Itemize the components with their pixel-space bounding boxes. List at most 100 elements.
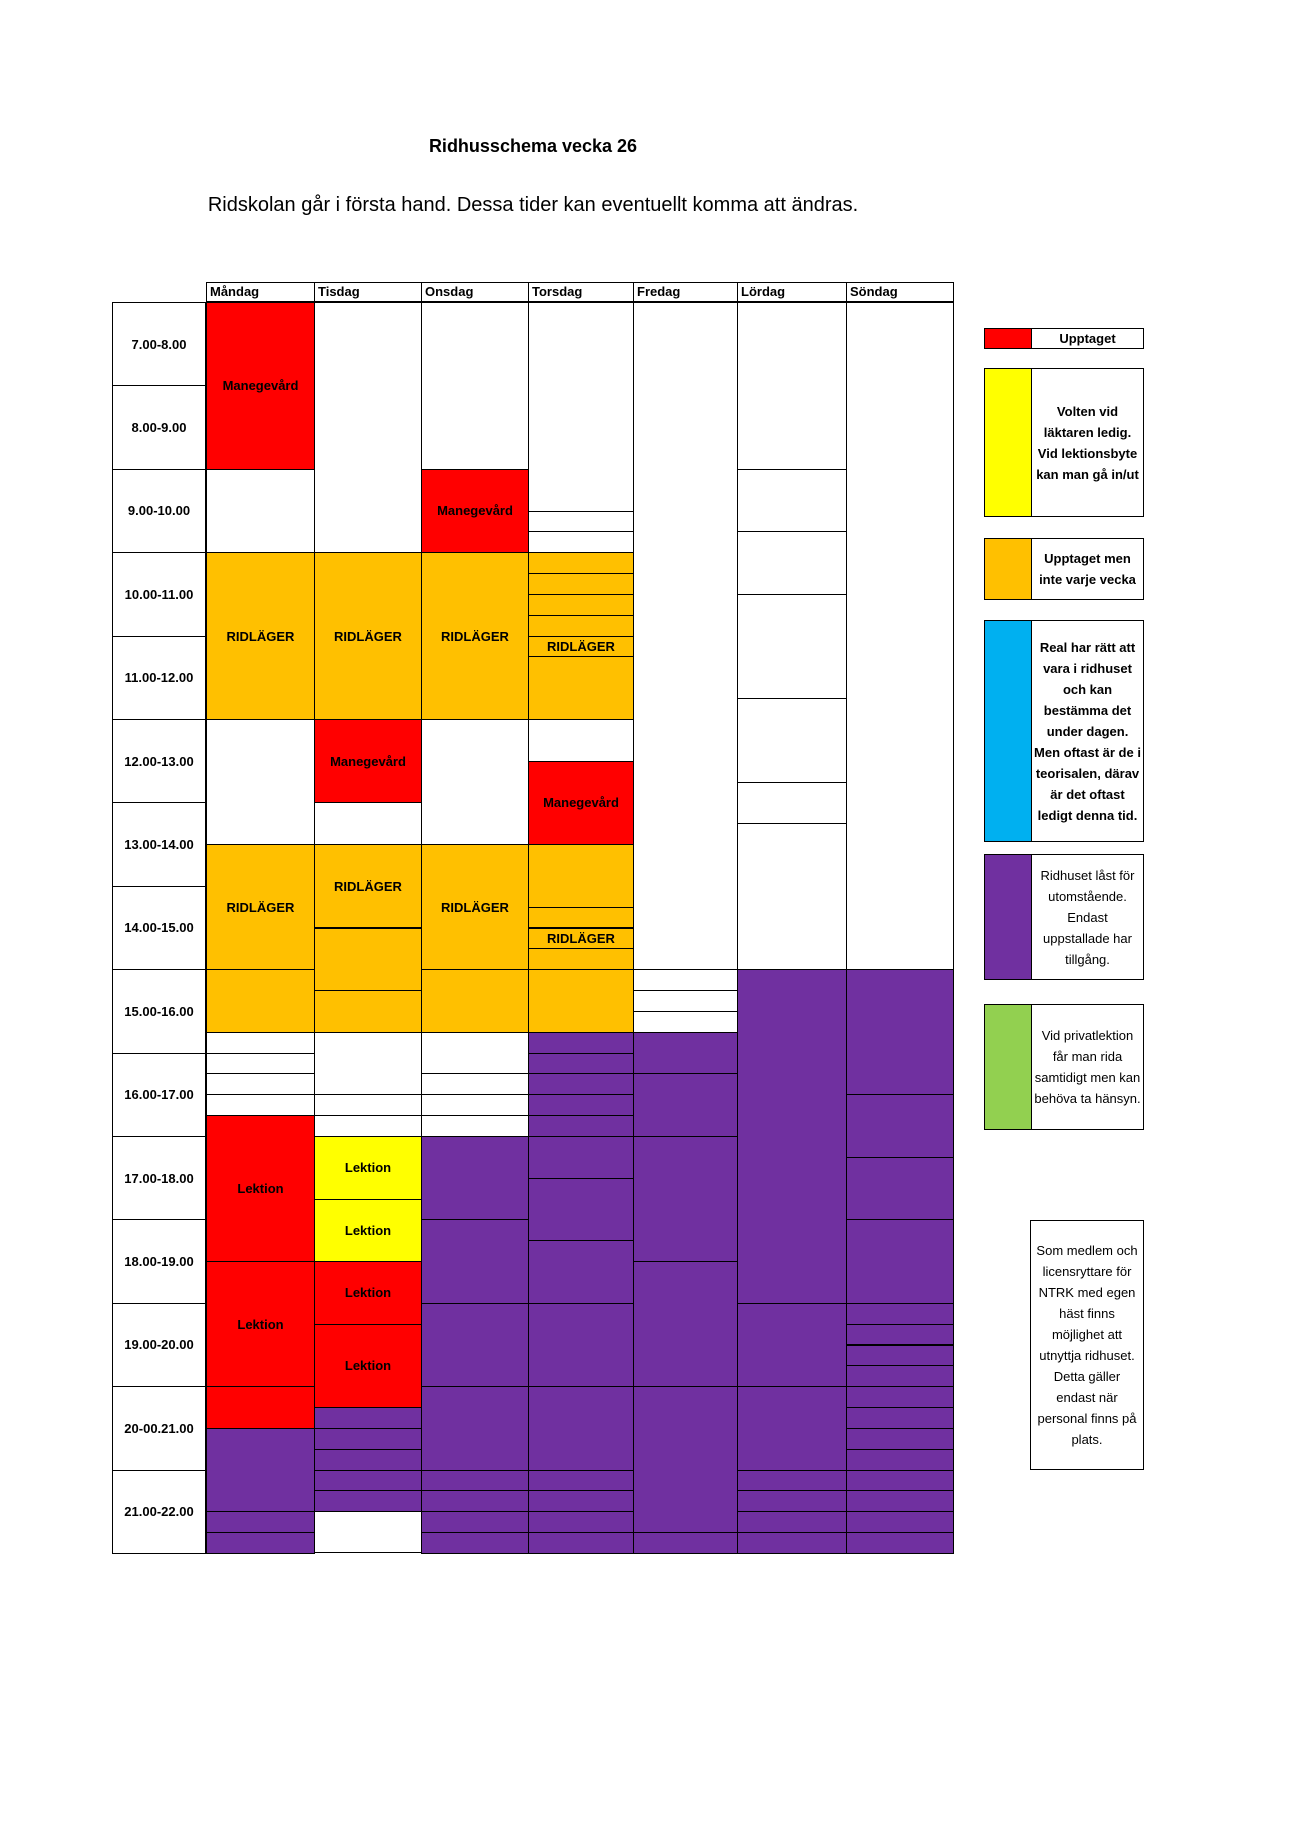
schedule-slot [528,510,634,533]
schedule-slot [737,698,847,783]
legend-item: Upptaget men inte varje vecka [984,538,1144,600]
schedule-slot [206,1511,315,1534]
booking-ridläger: RIDLÄGER [528,927,634,950]
schedule-slot [846,1344,954,1367]
schedule-slot [846,1427,954,1450]
schedule-slot [528,1302,634,1388]
booking-lektion: Lektion [314,1323,422,1409]
time-slot-label: 19.00-20.00 [112,1302,206,1388]
schedule-slot [528,1115,634,1137]
schedule-slot [846,1532,954,1554]
schedule-slot [528,1386,634,1471]
time-slot-label: 20-00.21.00 [112,1386,206,1471]
schedule-slot [421,1073,529,1096]
schedule-slot [846,1469,954,1492]
schedule-slot [421,1115,529,1137]
schedule-slot [846,1323,954,1346]
time-slot-label: 9.00-10.00 [112,468,206,554]
schedule-slot [421,1532,529,1554]
time-slot-label: 14.00-15.00 [112,885,206,971]
booking-manegevård: Manegevård [421,468,529,554]
legend-text: Real har rätt att vara i ridhuset och ka… [1034,639,1141,823]
legend-item: Vid privatlektion får man rida samtidigt… [984,1004,1144,1130]
schedule-slot [528,1240,634,1304]
time-slot-label: 16.00-17.00 [112,1052,206,1137]
booking-ridläger: RIDLÄGER [314,844,422,929]
schedule-slot [737,1532,847,1554]
schedule-slot [633,1136,738,1263]
day-header: Fredag [633,282,738,302]
schedule-slot [421,1386,529,1471]
booking-lektion: Lektion [314,1136,422,1200]
day-header: Torsdag [528,282,634,302]
schedule-slot [528,1136,634,1179]
schedule-slot [421,1490,529,1513]
schedule-slot [421,1511,529,1534]
schedule-slot [206,1532,315,1554]
time-slot-label: 18.00-19.00 [112,1219,206,1304]
schedule-slot [737,1469,847,1492]
schedule-slot [528,593,634,616]
schedule-slot [528,1490,634,1513]
schedule-slot [846,1365,954,1388]
schedule-slot [633,990,738,1012]
time-slot-label: 8.00-9.00 [112,385,206,470]
legend-swatch [985,329,1032,348]
booking-lektion: Lektion [314,1261,422,1325]
legend-text: Upptaget [1059,331,1116,346]
day-header: Måndag [206,282,315,302]
schedule-slot [737,781,847,825]
day-header: Söndag [846,282,954,302]
schedule-slot [528,1177,634,1242]
schedule-slot [846,969,954,1096]
booking-ridläger: RIDLÄGER [421,844,529,971]
booking-lektion: Lektion [206,1115,315,1263]
legend-item: Ridhuset låst för utomstående. Endast up… [984,854,1144,980]
legend-item: Upptaget [984,328,1144,349]
schedule-slot [528,948,634,971]
schedule-slot [314,1094,422,1117]
schedule-slot [528,656,634,720]
legend-text: Volten vid läktaren ledig. Vid lektionsb… [1036,403,1139,482]
time-slot-label: 15.00-16.00 [112,969,206,1054]
schedule-slot [421,1302,529,1388]
schedule-slot [421,1219,529,1304]
legend-text: Ridhuset låst för utomstående. Endast up… [1040,867,1135,967]
legend-item: Real har rätt att vara i ridhuset och ka… [984,620,1144,842]
schedule-slot [846,1094,954,1158]
schedule-slot [528,1511,634,1534]
schedule-slot [846,1407,954,1429]
booking-ridläger: RIDLÄGER [206,552,315,720]
schedule-slot [846,1156,954,1221]
booking-ridläger: RIDLÄGER [528,635,634,658]
schedule-slot [633,1031,738,1075]
schedule-slot [528,906,634,929]
schedule-slot [528,552,634,575]
schedule-slot [206,1073,315,1096]
time-slot-label: 21.00-22.00 [112,1469,206,1554]
schedule-slot [314,927,422,992]
booking-manegevård: Manegevård [528,760,634,846]
schedule-slot [528,1073,634,1096]
time-slot-label: 12.00-13.00 [112,719,206,804]
time-slot-label: 17.00-18.00 [112,1136,206,1221]
schedule-slot [421,969,529,1033]
schedule-slot [421,1136,529,1221]
schedule-slot [846,1490,954,1513]
member-note: Som medlem och licensryttare för NTRK me… [1030,1220,1144,1470]
schedule-slot [206,1031,315,1054]
schedule-slot [314,1427,422,1450]
schedule-slot [528,969,634,1033]
schedule-slot [633,969,738,992]
schedule-slot [206,969,315,1033]
schedule-slot [737,593,847,700]
schedule-slot [314,1115,422,1137]
schedule-slot [737,1490,847,1513]
schedule-slot [528,719,634,762]
schedule-slot [314,1469,422,1492]
booking-ridläger: RIDLÄGER [314,552,422,720]
schedule-slot [528,614,634,637]
schedule-slot [421,1094,529,1117]
schedule-slot [528,1094,634,1117]
schedule-slot [421,1469,529,1492]
